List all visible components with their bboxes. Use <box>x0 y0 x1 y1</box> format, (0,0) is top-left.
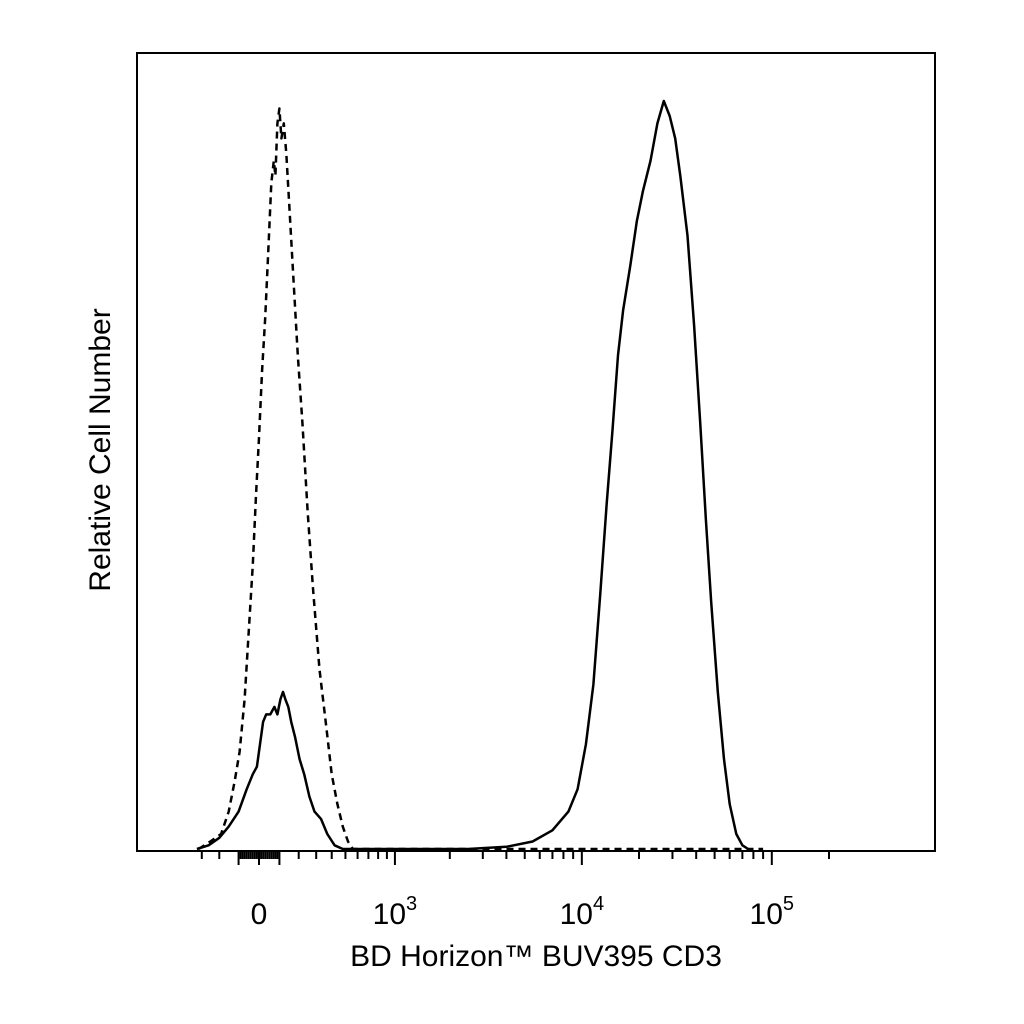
plot-frame <box>136 52 936 852</box>
x-axis-ticks <box>200 851 831 865</box>
x-tick-label: 105 <box>750 893 795 931</box>
histogram-series <box>196 99 764 851</box>
x-tick-label: 104 <box>560 893 605 931</box>
histogram-dashed-series <box>197 107 764 851</box>
x-axis-title: BD Horizon™ BUV395 CD3 <box>350 940 722 973</box>
y-axis-title: Relative Cell Number <box>84 308 117 591</box>
histogram-solid-series <box>196 99 749 851</box>
x-tick-label: 0 <box>251 898 268 931</box>
x-tick-label: 103 <box>373 893 418 931</box>
x-axis-tick-labels: 0 103 104 105 <box>251 893 794 931</box>
